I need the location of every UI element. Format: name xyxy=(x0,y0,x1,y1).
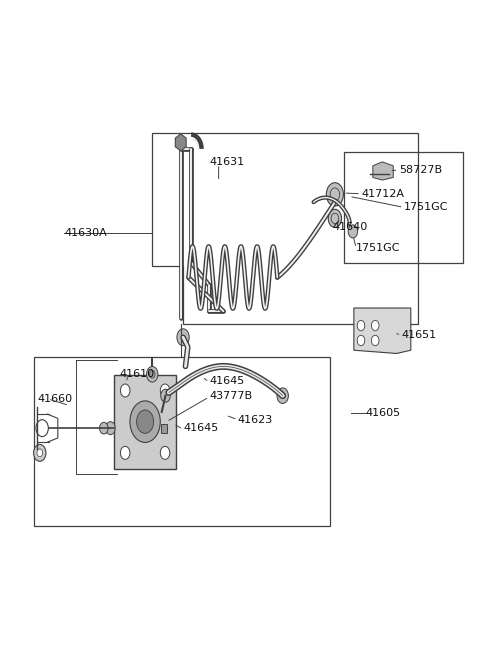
Circle shape xyxy=(372,320,379,331)
Text: 1751GC: 1751GC xyxy=(404,202,448,212)
Polygon shape xyxy=(175,134,186,151)
Circle shape xyxy=(120,384,130,397)
Circle shape xyxy=(36,420,48,437)
Text: 41630A: 41630A xyxy=(64,229,107,238)
Text: 41605: 41605 xyxy=(366,408,401,419)
Text: 41640: 41640 xyxy=(333,222,368,232)
Circle shape xyxy=(177,329,189,346)
Circle shape xyxy=(277,388,288,403)
Circle shape xyxy=(106,422,115,435)
Circle shape xyxy=(149,370,155,378)
Polygon shape xyxy=(373,162,393,180)
Circle shape xyxy=(348,225,358,238)
Text: 58727B: 58727B xyxy=(399,165,442,176)
Circle shape xyxy=(120,446,130,459)
Text: 41660: 41660 xyxy=(37,394,72,404)
Circle shape xyxy=(130,401,160,442)
Circle shape xyxy=(326,183,343,206)
Text: 41610: 41610 xyxy=(119,369,154,379)
Bar xyxy=(114,375,176,469)
Circle shape xyxy=(372,335,379,346)
Text: 41631: 41631 xyxy=(209,157,244,167)
Circle shape xyxy=(37,449,43,457)
Circle shape xyxy=(99,422,108,434)
Circle shape xyxy=(328,210,342,227)
Circle shape xyxy=(34,444,46,461)
Circle shape xyxy=(146,366,158,382)
Bar xyxy=(161,424,167,434)
Text: 41651: 41651 xyxy=(401,330,436,341)
Circle shape xyxy=(357,320,365,331)
Text: 41645: 41645 xyxy=(209,376,244,386)
Circle shape xyxy=(137,410,154,434)
Text: 41623: 41623 xyxy=(238,415,273,424)
Circle shape xyxy=(160,446,170,459)
Text: 41645: 41645 xyxy=(183,423,218,433)
Circle shape xyxy=(161,389,170,402)
Circle shape xyxy=(160,384,170,397)
Polygon shape xyxy=(354,308,411,354)
Text: 43777B: 43777B xyxy=(209,390,252,401)
Text: 1751GC: 1751GC xyxy=(356,243,401,253)
Text: 41712A: 41712A xyxy=(361,189,404,198)
Circle shape xyxy=(357,335,365,346)
